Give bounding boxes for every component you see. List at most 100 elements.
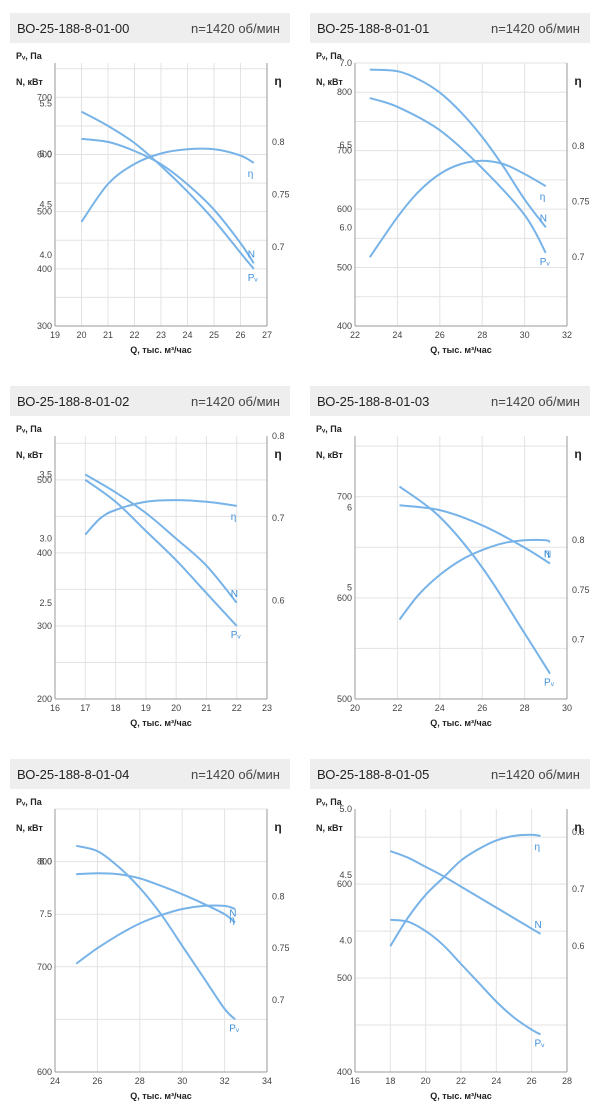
- x-axis-title: Q, тыс. м³/час: [430, 718, 492, 728]
- n-curve-label: N: [535, 920, 542, 931]
- rotation-speed: n=1420 об/мин: [190, 394, 280, 409]
- p-tick-label: 500: [337, 263, 352, 273]
- x-tick-label: 24: [392, 330, 402, 340]
- p-tick-label: 200: [37, 694, 52, 704]
- x-tick-label: 22: [350, 330, 360, 340]
- x-tick-label: 22: [232, 703, 242, 713]
- p-tick-label: 700: [337, 146, 352, 156]
- n-curve: [399, 504, 551, 565]
- x-tick-label: 23: [156, 330, 166, 340]
- n-tick-label: 7.5: [39, 909, 52, 919]
- x-tick-label: 28: [562, 1076, 572, 1086]
- performance-chart: 16 18 20 22 24 26 28 5.0 4.5 4.0 600 500 400 0.8 0.7 0.…: [316, 797, 585, 1101]
- eta-curve: [84, 499, 237, 536]
- chart-panel-4: ВО-25-188-8-01-03 n=1420 об/мин 20 22 24 26…: [310, 386, 590, 746]
- eta-tick-label: 0.75: [572, 197, 590, 207]
- eta-tick-label: 0.8: [572, 827, 585, 837]
- eta-axis-title: η: [274, 820, 281, 834]
- n-tick-label: 5.0: [39, 149, 52, 159]
- panel-header: ВО-25-188-8-01-04 n=1420 об/мин: [10, 759, 290, 789]
- n-axis-title: N, кВт: [16, 450, 43, 460]
- pv-curve-label: Pᵥ: [544, 678, 555, 689]
- eta-tick-label: 0.8: [572, 535, 585, 545]
- pv-curve-label: Pᵥ: [535, 1038, 546, 1049]
- fan-model-title: ВО-25-188-8-01-00: [17, 21, 130, 36]
- p-tick-label: 400: [37, 548, 52, 558]
- x-tick-label: 18: [385, 1076, 395, 1086]
- pv-curve-label: Pᵥ: [540, 257, 551, 268]
- panel-header: ВО-25-188-8-01-01 n=1420 об/мин: [310, 13, 590, 43]
- fan-model-title: ВО-25-188-8-01-04: [17, 767, 130, 782]
- p-axis-title: Pᵥ, Па: [316, 424, 343, 434]
- eta-axis-title: η: [274, 74, 281, 88]
- n-curve: [389, 850, 542, 935]
- x-tick-label: 16: [50, 703, 60, 713]
- eta-tick-label: 0.8: [272, 137, 285, 147]
- x-axis-title: Q, тыс. м³/час: [130, 345, 192, 355]
- x-tick-label: 34: [262, 1076, 272, 1086]
- p-tick-label: 700: [37, 962, 52, 972]
- x-axis-title: Q, тыс. м³/час: [430, 345, 492, 355]
- eta-tick-label: 0.75: [572, 585, 590, 595]
- panel-header: ВО-25-188-8-01-02 n=1420 об/мин: [10, 386, 290, 416]
- p-tick-label: 400: [37, 264, 52, 274]
- eta-tick-label: 0.6: [272, 595, 285, 605]
- n-curve: [76, 872, 236, 924]
- x-tick-label: 20: [171, 703, 181, 713]
- x-tick-label: 17: [80, 703, 90, 713]
- n-tick-label: 6: [347, 503, 352, 513]
- eta-axis-title: η: [574, 447, 581, 461]
- p-tick-label: 600: [37, 149, 52, 159]
- eta-curve-label: η: [248, 169, 254, 180]
- eta-tick-label: 0.7: [272, 995, 285, 1005]
- eta-curve: [389, 833, 541, 947]
- p-tick-label: 500: [337, 694, 352, 704]
- n-axis-title: N, кВт: [16, 823, 43, 833]
- n-tick-label: 2.5: [39, 598, 52, 608]
- p-tick-label: 600: [37, 1067, 52, 1077]
- p-axis-title: Pᵥ, Па: [316, 797, 343, 807]
- x-tick-label: 26: [235, 330, 245, 340]
- eta-tick-label: 0.8: [272, 431, 285, 441]
- pv-curve: [398, 485, 551, 675]
- rotation-speed: n=1420 об/мин: [190, 21, 280, 36]
- eta-tick-label: 0.7: [572, 884, 585, 894]
- pv-curve: [84, 478, 238, 627]
- eta-curve: [80, 147, 255, 223]
- x-tick-label: 22: [456, 1076, 466, 1086]
- n-curve: [369, 68, 547, 228]
- eta-tick-label: 0.7: [272, 513, 285, 523]
- panel-header: ВО-25-188-8-01-05 n=1420 об/мин: [310, 759, 590, 789]
- p-tick-label: 600: [337, 593, 352, 603]
- n-tick-label: 3.0: [39, 534, 52, 544]
- eta-tick-label: 0.7: [272, 242, 285, 252]
- x-tick-label: 32: [562, 330, 572, 340]
- p-tick-label: 400: [337, 321, 352, 331]
- fan-model-title: ВО-25-188-8-01-05: [317, 767, 430, 782]
- n-curve-label: N: [229, 909, 236, 920]
- n-axis-title: N, кВт: [16, 77, 43, 87]
- x-tick-label: 30: [520, 330, 530, 340]
- p-tick-label: 800: [337, 87, 352, 97]
- pv-curve-label: Pᵥ: [229, 1023, 240, 1034]
- x-tick-label: 28: [477, 330, 487, 340]
- p-tick-label: 300: [37, 321, 52, 331]
- p-axis-title: Pᵥ, Па: [16, 797, 43, 807]
- p-axis-title: Pᵥ, Па: [16, 424, 43, 434]
- x-tick-label: 21: [103, 330, 113, 340]
- p-axis-title: Pᵥ, Па: [316, 51, 343, 61]
- pv-curve: [390, 918, 541, 1036]
- x-tick-label: 26: [477, 703, 487, 713]
- chart-panel-2: ВО-25-188-8-01-01 n=1420 об/мин 22 24 26 28…: [310, 13, 590, 373]
- performance-chart: 22 24 26 28 30 32 7.0 6.5 6.0 800 700 600 500 400 0.8 0…: [316, 51, 590, 355]
- p-tick-label: 800: [37, 857, 52, 867]
- eta-curve-label: η: [540, 192, 546, 203]
- n-axis-title: N, кВт: [316, 450, 343, 460]
- n-tick-label: 5.0: [339, 804, 352, 814]
- p-tick-label: 400: [337, 1067, 352, 1077]
- performance-chart: 16 17 18 19 20 21 22 23 3.5 3.0 2.5 500 400 300 200 0.8…: [16, 424, 285, 728]
- p-tick-label: 700: [337, 492, 352, 502]
- pv-curve-label: Pᵥ: [231, 630, 242, 641]
- x-tick-label: 26: [527, 1076, 537, 1086]
- x-tick-label: 24: [50, 1076, 60, 1086]
